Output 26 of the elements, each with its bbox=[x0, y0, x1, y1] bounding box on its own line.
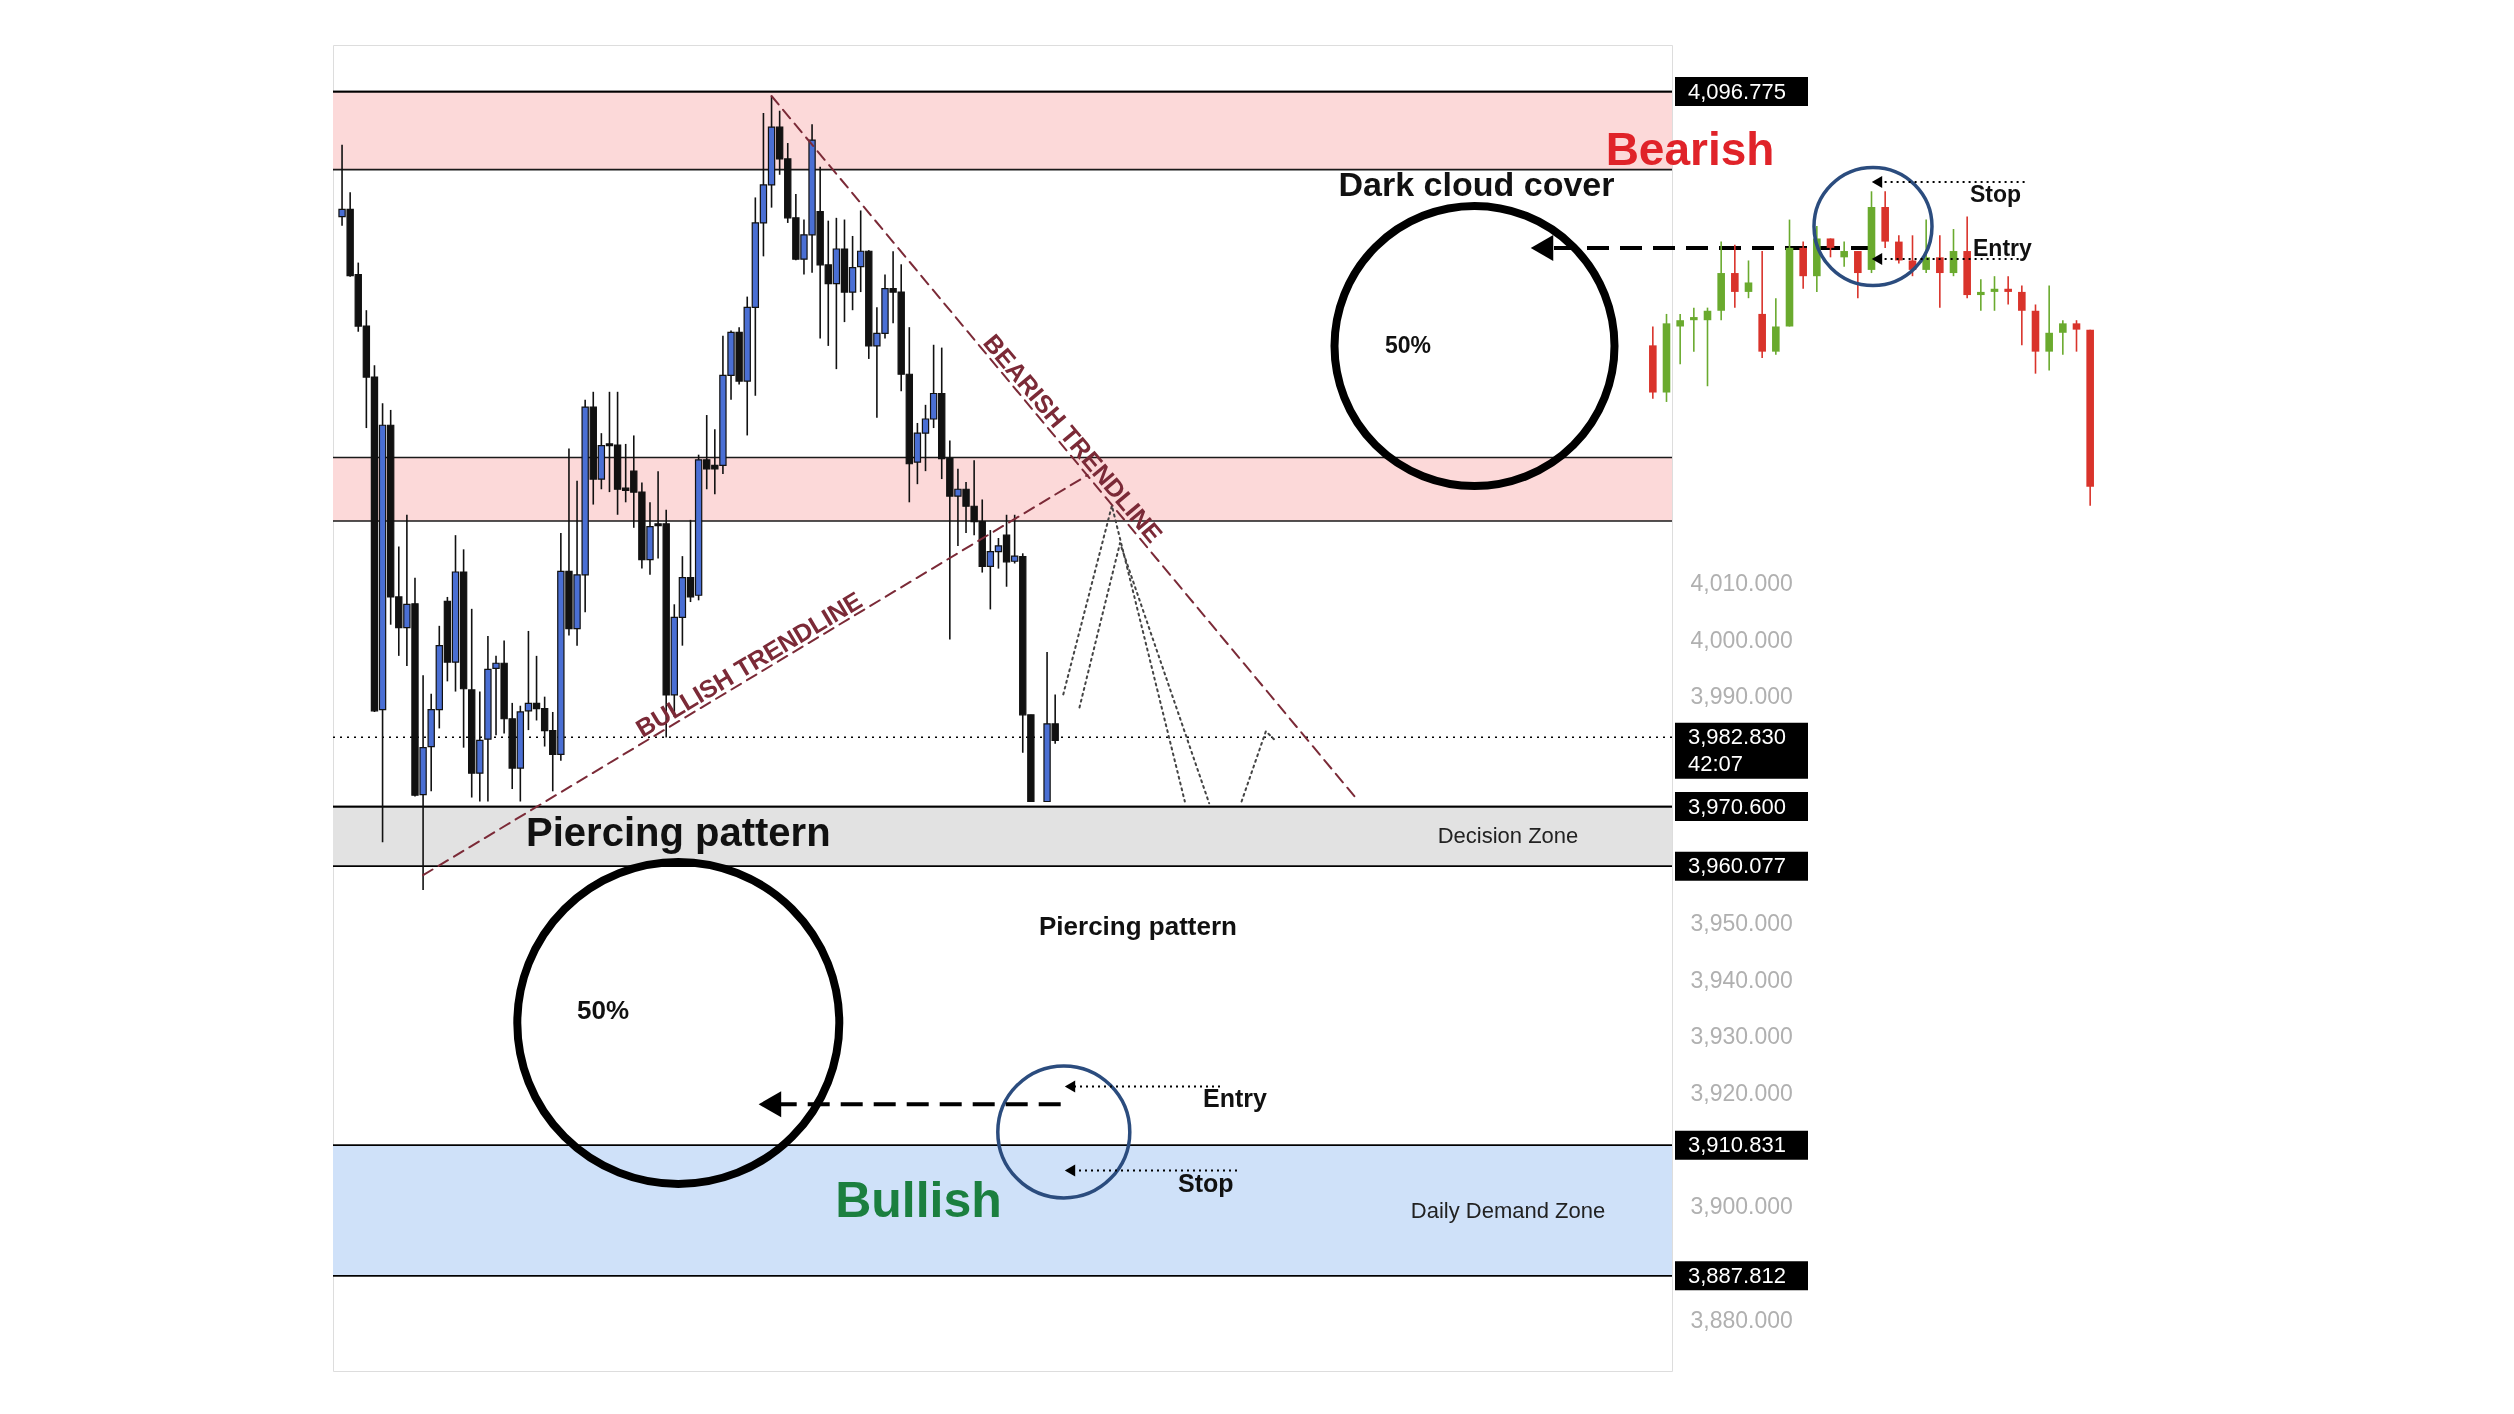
y-tick-label: 3,880.000 bbox=[1690, 1306, 1793, 1333]
y-tick-label: 3,990.000 bbox=[1690, 683, 1793, 710]
ref-line-label: 3,960.077 bbox=[1688, 853, 1786, 879]
annotation: Entry bbox=[1203, 1084, 1267, 1112]
band-label: Decision Zone bbox=[1437, 823, 1579, 849]
y-tick-label: 3,900.000 bbox=[1690, 1193, 1793, 1220]
ref-line-label: 4,096.775 bbox=[1688, 78, 1786, 104]
y-tick-label: 4,010.000 bbox=[1690, 569, 1793, 596]
annotation: Piercing pattern bbox=[526, 810, 831, 854]
ref-line-label: 3,982.830 42:07 bbox=[1688, 724, 1786, 777]
ref-line-label: 3,970.600 bbox=[1688, 793, 1786, 819]
annotation: Entry bbox=[1973, 235, 2032, 261]
y-tick-label: 3,920.000 bbox=[1690, 1079, 1793, 1106]
y-tick-label: 3,940.000 bbox=[1690, 966, 1793, 993]
y-tick-label: 3,930.000 bbox=[1690, 1023, 1793, 1050]
ref-line-label: 3,887.812 bbox=[1688, 1262, 1786, 1288]
annotation: 50% bbox=[577, 995, 630, 1025]
ref-line-label: 3,910.831 bbox=[1688, 1132, 1786, 1158]
y-tick-label: 4,000.000 bbox=[1690, 626, 1793, 653]
annotation: Bullish bbox=[835, 1172, 1002, 1228]
annotation: 50% bbox=[1385, 332, 1432, 358]
annotation: Stop bbox=[1970, 181, 2022, 207]
y-tick-label: 3,950.000 bbox=[1690, 909, 1793, 936]
band-label: Daily Demand Zone bbox=[1410, 1197, 1606, 1223]
annotation: Stop bbox=[1178, 1169, 1234, 1197]
annotation: Piercing pattern bbox=[1039, 911, 1237, 941]
